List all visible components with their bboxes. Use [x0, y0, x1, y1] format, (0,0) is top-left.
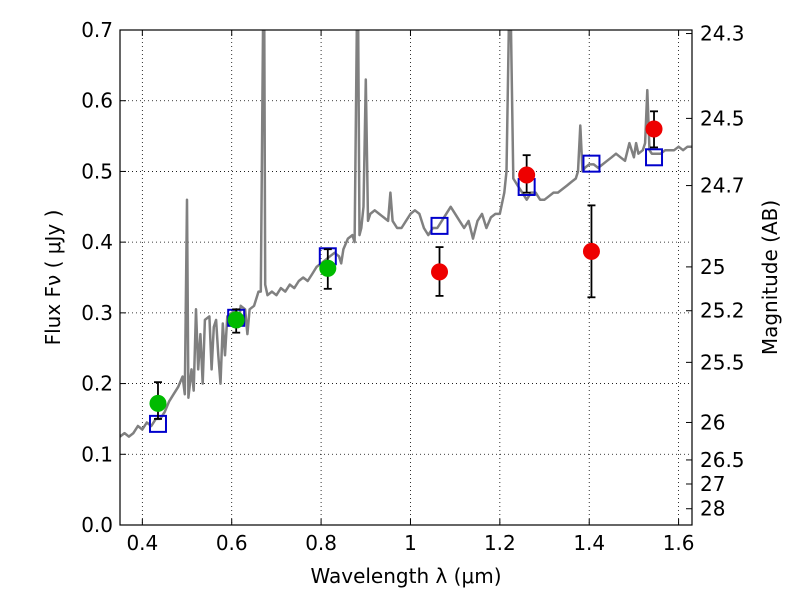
right-tick-label: 24.7 — [700, 174, 745, 198]
x-tick-label: 0.4 — [126, 531, 158, 555]
y-tick-label: 0.5 — [81, 159, 113, 183]
x-axis-label: Wavelength λ (μm) — [310, 564, 501, 588]
right-tick-label: 25.2 — [700, 299, 745, 323]
spectrum-line — [120, 30, 692, 438]
x-tick-label: 0.6 — [216, 531, 248, 555]
y-axis-right-label: Magnitude (AB) — [758, 200, 782, 355]
space-observation-point — [645, 120, 663, 138]
x-tick-label: 1.4 — [573, 531, 605, 555]
y-tick-label: 0.3 — [81, 301, 113, 325]
space-observation-point — [431, 263, 449, 281]
x-tick-label: 1.6 — [663, 531, 695, 555]
space-observation-point — [582, 242, 600, 260]
right-tick-label: 24.3 — [700, 22, 745, 46]
y-axis-label: Flux Fν ( μJy ) — [41, 210, 65, 346]
axis-ticks: 0.4 0.6 0.8 1 1.2 1.4 1.6 0.0 0.1 0.2 0.3 0.4 0.5 0.6… — [81, 18, 744, 555]
right-tick-label: 26.5 — [700, 448, 745, 472]
y-tick-label: 0.7 — [81, 18, 113, 42]
model-square-marker — [582, 154, 601, 173]
x-tick-label: 1 — [404, 531, 417, 555]
ground-observation-point — [227, 311, 245, 329]
right-tick-label: 25.5 — [700, 350, 745, 374]
plot-frame — [119, 29, 693, 526]
right-tick-label: 28 — [700, 497, 725, 521]
x-tick-label: 0.8 — [305, 531, 337, 555]
model-square-marker — [645, 148, 664, 167]
right-tick-label: 26 — [700, 410, 725, 434]
space-observation-point — [518, 166, 536, 184]
y-tick-label: 0.1 — [81, 442, 113, 466]
grid-lines — [120, 29, 692, 526]
x-tick-label: 1.2 — [484, 531, 516, 555]
right-tick-label: 24.5 — [700, 106, 745, 130]
spectrum-line-group — [120, 30, 692, 438]
y-tick-label: 0.6 — [81, 89, 113, 113]
ground-observation-point — [149, 394, 167, 412]
right-tick-label: 25 — [700, 255, 725, 279]
ground-observation-point — [319, 259, 337, 277]
y-tick-label: 0.4 — [81, 230, 113, 254]
right-tick-label: 27 — [700, 472, 725, 496]
observed-point-markers — [149, 110, 663, 420]
y-tick-label: 0.0 — [81, 513, 113, 537]
y-tick-label: 0.2 — [81, 372, 113, 396]
model-square-markers — [148, 148, 664, 433]
model-square-marker — [430, 216, 449, 235]
